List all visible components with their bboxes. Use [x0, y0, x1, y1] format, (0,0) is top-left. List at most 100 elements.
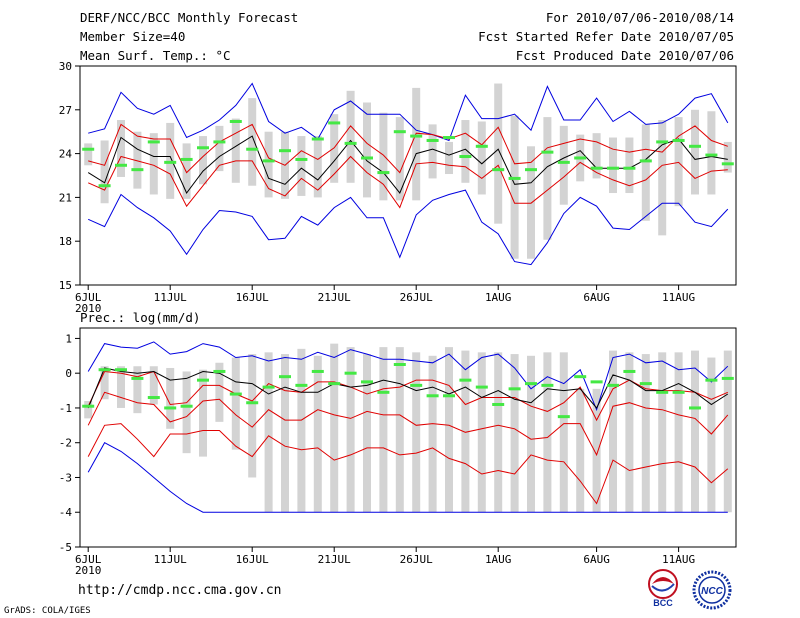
prec-obs-marker: [639, 382, 652, 386]
temp-x-tick-label: 1AUG: [485, 291, 512, 304]
prec-spread-bar: [330, 343, 339, 513]
variable-label: Mean Surf. Temp.: °C: [80, 48, 231, 63]
temp-obs-marker: [377, 171, 390, 175]
prec-spread-bar: [428, 355, 437, 513]
temp-spread-bar: [691, 109, 699, 195]
prec-obs-marker: [541, 383, 554, 387]
grads-credit-label: GrADS: COLA/IGES: [4, 606, 91, 616]
prec-obs-marker: [393, 363, 406, 366]
ncc-logo-text: NCC: [701, 586, 723, 597]
prec-obs-marker: [443, 394, 455, 398]
prec-spread-bar: [149, 366, 158, 405]
temp-x-tick-label: 26JUL: [400, 291, 433, 304]
prec-spread-bar: [592, 388, 601, 513]
prec-x-tick-label: 11AUG: [662, 553, 695, 566]
temp-series-min: [87, 189, 729, 266]
temp-obs-marker: [475, 144, 488, 148]
temp-y-tick-label: 18: [59, 235, 72, 248]
temp-obs-marker: [541, 150, 554, 154]
temp-series-max: [88, 82, 729, 142]
prec-spread-bar: [625, 352, 634, 513]
temp-spread-bar: [379, 112, 388, 201]
prec-obs-marker: [295, 383, 308, 387]
temp-obs-marker: [246, 147, 259, 151]
prec-y-tick-label: -5: [59, 541, 72, 554]
temp-obs-marker: [147, 140, 160, 144]
prec-spread-bar: [576, 388, 585, 513]
prec-series-lowest: [87, 423, 729, 505]
prec-obs-marker: [410, 383, 423, 387]
temp-obs-marker: [279, 149, 291, 153]
temp-spread-bar: [412, 87, 421, 201]
prec-spread-bar: [215, 362, 224, 422]
bcc-logo-text: BCC: [653, 598, 673, 608]
prec-spread-bar: [477, 352, 486, 513]
temp-y-tick-label: 30: [59, 60, 72, 73]
prec-spread-bar: [543, 352, 552, 513]
temp-spread-bar: [248, 98, 257, 186]
temp-spread-bar: [527, 146, 535, 259]
temp-series-upper: [88, 123, 728, 174]
prec-spread-bar: [641, 354, 650, 513]
prec-panel-title: Prec.: log(mm/d): [80, 310, 200, 325]
temp-spread-bar: [592, 133, 601, 179]
temp-obs-marker: [590, 166, 603, 170]
prec-obs-marker: [672, 390, 685, 394]
prec-obs-marker: [459, 378, 472, 382]
bcc-logo: BCC: [648, 569, 678, 608]
temp-obs-marker: [443, 136, 455, 140]
temp-obs-marker: [131, 168, 144, 172]
prec-obs-marker: [475, 385, 488, 389]
ncc-logo: NCC: [692, 570, 732, 610]
temp-spread-bar: [395, 117, 404, 201]
temp-spread-bar: [641, 124, 650, 221]
prec-x-tick-label: 11JUL: [154, 553, 187, 566]
prec-spread-bar: [363, 354, 371, 513]
prec-spread-bar: [527, 355, 535, 513]
temp-obs-marker: [525, 168, 537, 172]
prec-obs-marker: [623, 369, 636, 373]
prec-x-tick-label: 6AUG: [583, 553, 610, 566]
temp-obs-marker: [180, 157, 193, 161]
prec-spread-bar: [674, 352, 683, 513]
prec-spread-bar: [461, 350, 470, 513]
prec-x-tick-label: 16JUL: [236, 553, 269, 566]
prec-y-tick-label: -4: [59, 506, 73, 519]
temp-spread-bar: [100, 140, 109, 204]
prec-y-tick-label: -3: [59, 471, 72, 484]
forecast-started-label: Fcst Started Refer Date 2010/07/05: [478, 29, 734, 44]
temp-spread-bar: [559, 125, 568, 205]
temp-obs-marker: [410, 134, 423, 138]
prec-obs-marker: [574, 375, 587, 379]
temp-spread-bar: [84, 143, 93, 166]
prec-obs-marker: [131, 376, 144, 380]
prec-spread-bar: [281, 354, 289, 513]
prec-obs-marker: [590, 380, 603, 384]
temp-y-tick-label: 27: [59, 104, 72, 117]
prec-spread-bar: [395, 347, 404, 513]
prec-series-upper: [87, 370, 728, 422]
temp-spread-bar: [445, 141, 453, 175]
prec-spread-bar: [133, 366, 142, 414]
temp-spread-bar: [199, 136, 207, 185]
temp-series-mean: [87, 135, 728, 194]
temp-spread-bar: [346, 90, 355, 183]
temp-spread-bar: [264, 131, 273, 198]
prec-obs-marker: [98, 368, 111, 372]
temp-spread-bar: [707, 111, 716, 195]
prec-spread-bar: [445, 347, 453, 513]
prec-spread-bar: [313, 355, 322, 513]
temp-obs-marker: [574, 156, 587, 160]
temp-spread-bar: [182, 143, 191, 199]
prec-spread-bar: [379, 347, 388, 513]
prec-spread-bar: [609, 350, 617, 513]
temp-obs-marker: [656, 140, 669, 144]
temp-obs-marker: [508, 176, 521, 180]
temp-obs-marker: [213, 140, 226, 144]
prec-obs-marker: [361, 380, 373, 384]
prec-spread-bar: [723, 350, 732, 513]
prec-obs-marker: [656, 390, 669, 394]
member-size-label: Member Size=40: [80, 29, 186, 44]
temp-obs-marker: [262, 159, 275, 163]
prec-spread-bar: [707, 357, 716, 513]
